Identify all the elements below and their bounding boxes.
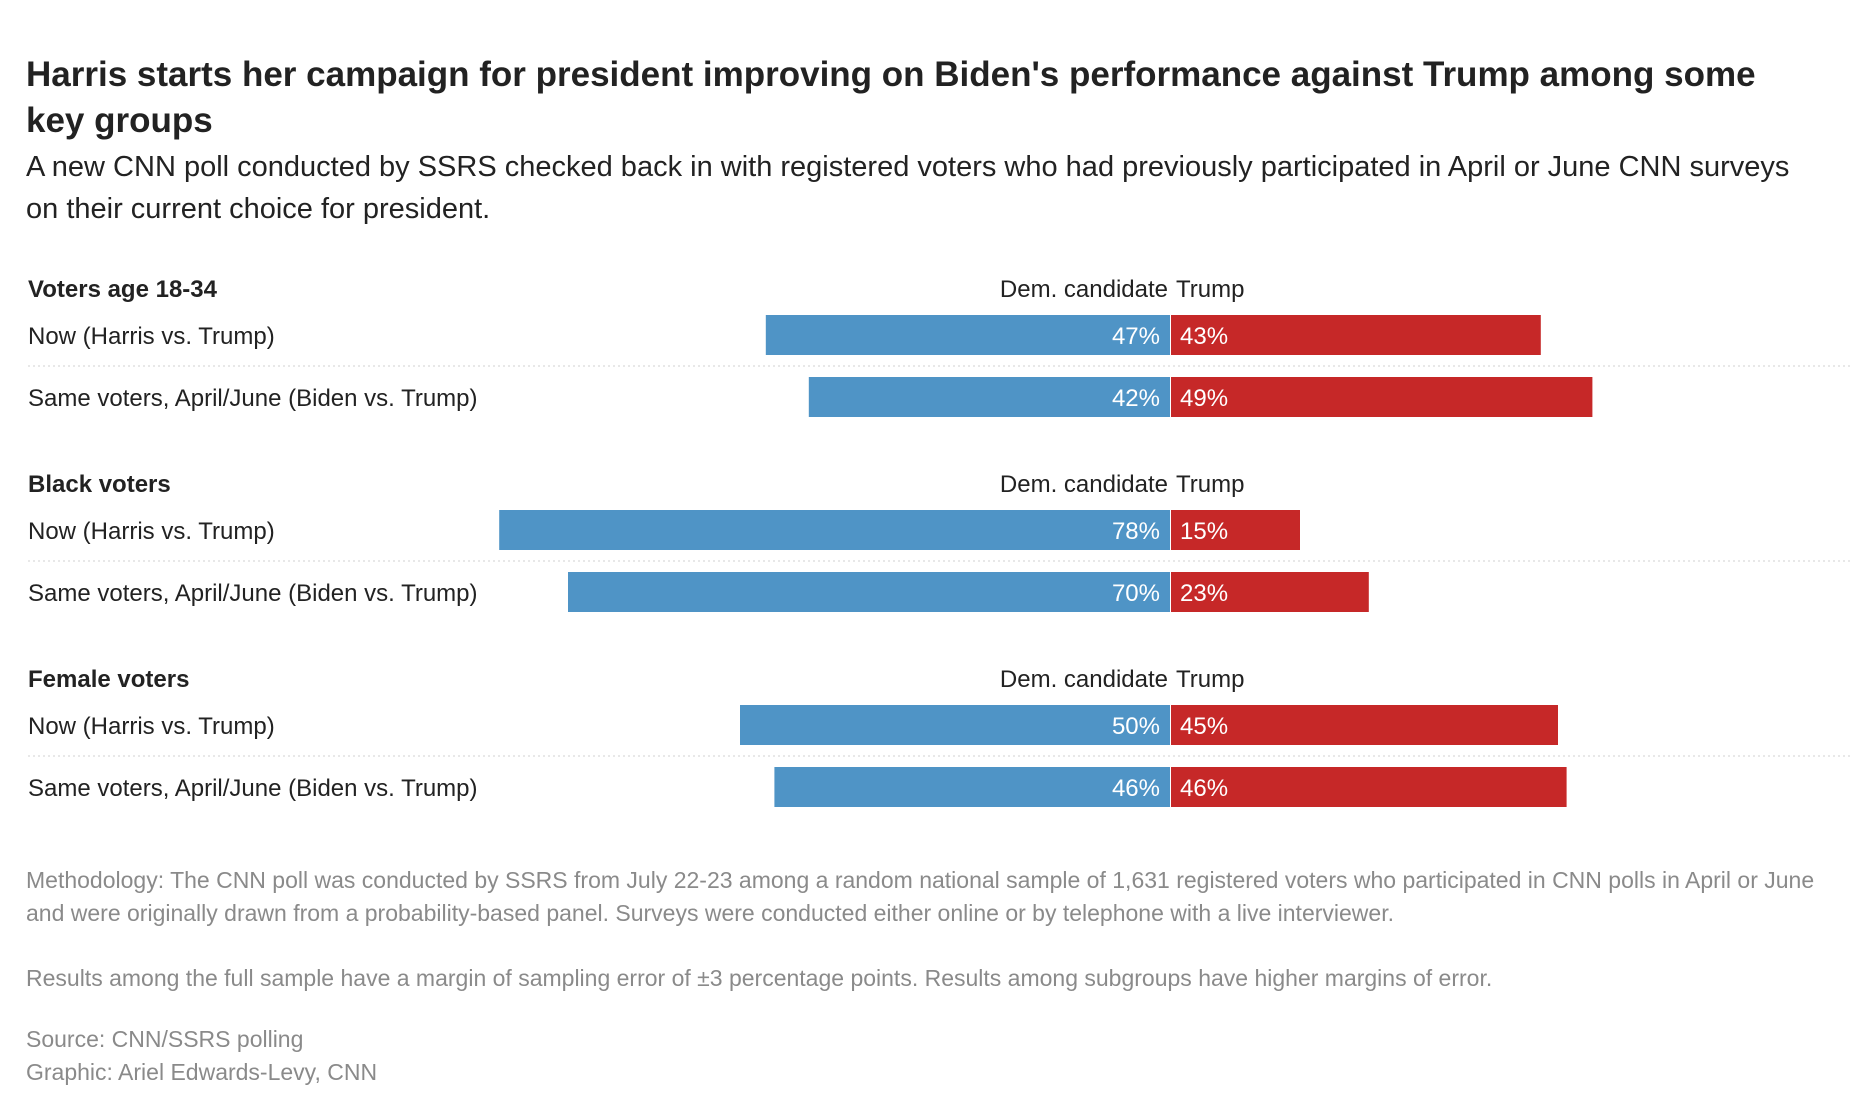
rep-column-header: Trump xyxy=(1176,666,1244,693)
row-label: Same voters, April/June (Biden vs. Trump… xyxy=(28,385,478,412)
rep-value-label: 23% xyxy=(1180,580,1228,607)
rep-value-label: 45% xyxy=(1180,713,1228,740)
dem-column-header: Dem. candidate xyxy=(1000,666,1168,693)
dem-value-label: 47% xyxy=(1112,323,1160,350)
rep-bar xyxy=(1171,377,1593,417)
margin-of-error-note: Results among the full sample have a mar… xyxy=(26,965,1493,991)
rep-value-label: 49% xyxy=(1180,385,1228,412)
rep-bar xyxy=(1171,510,1300,550)
methodology-note: Methodology: The CNN poll was conducted … xyxy=(26,867,1815,926)
row-label: Now (Harris vs. Trump) xyxy=(28,518,275,545)
rep-bar xyxy=(1171,705,1558,745)
dem-bar xyxy=(499,510,1170,550)
diverging-bar-chart: Voters age 18-34 Dem. candidate Trump Now (… xyxy=(28,276,1850,807)
rep-column-header: Trump xyxy=(1176,276,1244,303)
dem-value-label: 42% xyxy=(1112,385,1160,412)
dem-value-label: 46% xyxy=(1112,775,1160,802)
dem-value-label: 70% xyxy=(1112,580,1160,607)
group-title: Black voters xyxy=(28,471,171,498)
rep-value-label: 15% xyxy=(1180,518,1228,545)
dem-column-header: Dem. candidate xyxy=(1000,276,1168,303)
chart-title: Harris starts her campaign for president… xyxy=(26,55,1756,140)
dem-value-label: 50% xyxy=(1112,713,1160,740)
rep-bar xyxy=(1171,767,1567,807)
group-title: Voters age 18-34 xyxy=(28,276,218,303)
group-title: Female voters xyxy=(28,666,189,693)
graphic-credit: Graphic: Ariel Edwards-Levy, CNN xyxy=(26,1059,378,1085)
source-note: Source: CNN/SSRS polling xyxy=(26,1026,304,1052)
dem-value-label: 78% xyxy=(1112,518,1160,545)
row-label: Same voters, April/June (Biden vs. Trump… xyxy=(28,580,478,607)
dem-bar xyxy=(808,377,1170,417)
rep-value-label: 46% xyxy=(1180,775,1228,802)
dem-column-header: Dem. candidate xyxy=(1000,471,1168,498)
rep-bar xyxy=(1171,315,1541,355)
row-label: Now (Harris vs. Trump) xyxy=(28,323,275,350)
dem-bar xyxy=(740,705,1170,745)
dem-bar xyxy=(774,767,1170,807)
dem-bar xyxy=(765,315,1170,355)
rep-column-header: Trump xyxy=(1176,471,1244,498)
rep-value-label: 43% xyxy=(1180,323,1228,350)
row-label: Now (Harris vs. Trump) xyxy=(28,713,275,740)
dem-bar xyxy=(568,572,1170,612)
rep-bar xyxy=(1171,572,1369,612)
row-label: Same voters, April/June (Biden vs. Trump… xyxy=(28,775,478,802)
chart-subtitle: A new CNN poll conducted by SSRS checked… xyxy=(26,151,1790,225)
